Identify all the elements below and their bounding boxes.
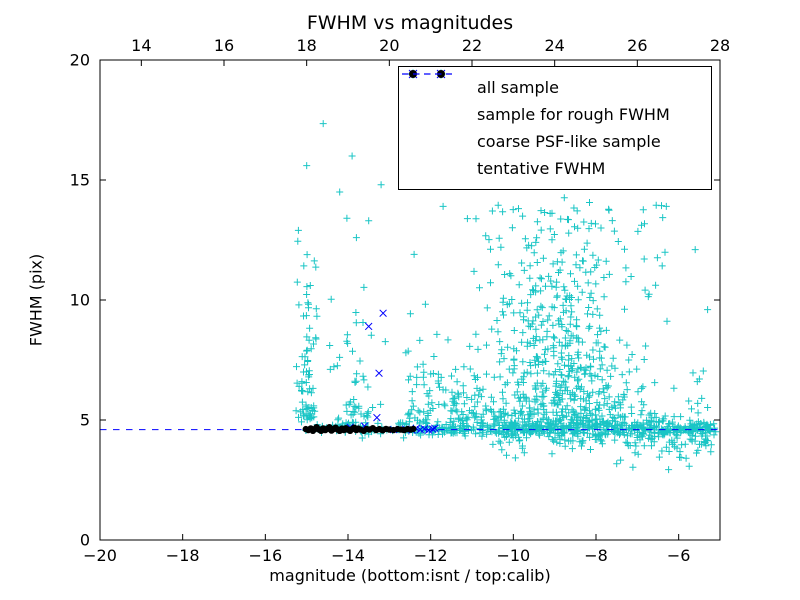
svg-text:−12: −12 bbox=[414, 546, 448, 565]
svg-text:15: 15 bbox=[70, 171, 90, 190]
svg-text:−8: −8 bbox=[584, 546, 608, 565]
x-axis-label: magnitude (bottom:isnt / top:calib) bbox=[269, 566, 551, 585]
svg-text:0: 0 bbox=[80, 531, 90, 550]
svg-text:10: 10 bbox=[70, 291, 90, 310]
rough-fwhm-points bbox=[346, 309, 439, 434]
legend-item-tentative-fwhm: tentative FWHM bbox=[402, 73, 701, 182]
legend-item-psf-like: coarse PSF-like sample bbox=[409, 70, 701, 155]
svg-text:24: 24 bbox=[544, 36, 564, 55]
svg-text:20: 20 bbox=[379, 36, 399, 55]
svg-text:28: 28 bbox=[710, 36, 730, 55]
legend-label: sample for rough FWHM bbox=[477, 105, 670, 124]
legend-item-rough-fwhm: sample for rough FWHM bbox=[408, 69, 701, 128]
tick-labels: −20 −18 −16 −14 −12 −10 −8 −6 14 16 18 20 22 24 26 28 0 5… bbox=[70, 36, 731, 565]
legend-label: coarse PSF-like sample bbox=[477, 132, 661, 151]
svg-text:20: 20 bbox=[70, 51, 90, 70]
svg-text:−6: −6 bbox=[667, 546, 691, 565]
svg-text:−20: −20 bbox=[83, 546, 117, 565]
axis-ticks bbox=[99, 59, 721, 541]
legend-label: all sample bbox=[477, 78, 559, 97]
legend: all sample sample for rough FWHM coarse … bbox=[398, 66, 712, 190]
svg-text:−14: −14 bbox=[331, 546, 365, 565]
y-axis-label: FWHM (pix) bbox=[26, 253, 46, 347]
chart-title: FWHM vs magnitudes bbox=[306, 12, 514, 34]
svg-text:18: 18 bbox=[296, 36, 316, 55]
svg-text:−10: −10 bbox=[496, 546, 530, 565]
svg-text:26: 26 bbox=[627, 36, 647, 55]
svg-text:−18: −18 bbox=[166, 546, 200, 565]
psf-like-points bbox=[302, 424, 417, 434]
svg-text:22: 22 bbox=[462, 36, 482, 55]
svg-text:5: 5 bbox=[80, 411, 90, 430]
svg-text:16: 16 bbox=[214, 36, 234, 55]
legend-label: tentative FWHM bbox=[477, 159, 606, 178]
svg-text:−16: −16 bbox=[248, 546, 282, 565]
svg-text:14: 14 bbox=[131, 36, 151, 55]
